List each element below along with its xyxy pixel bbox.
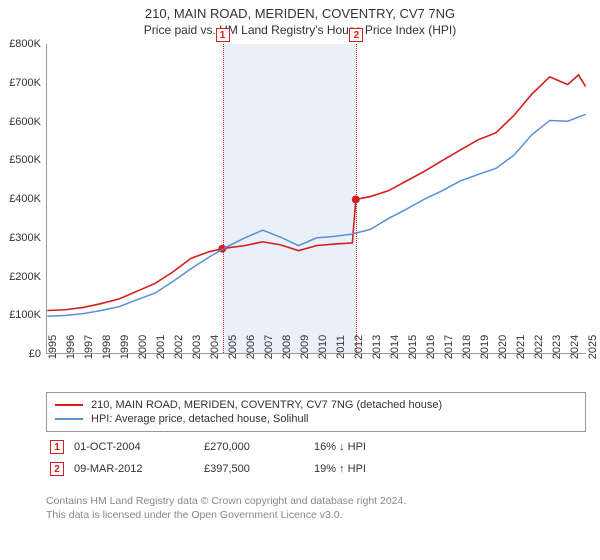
x-tick-label: 2025	[587, 335, 599, 359]
x-tick-label: 2020	[497, 335, 509, 359]
plot-area: 12£0£100K£200K£300K£400K£500K£600K£700K£…	[46, 44, 586, 354]
x-tick-label: 2002	[173, 335, 185, 359]
legend-item: 210, MAIN ROAD, MERIDEN, COVENTRY, CV7 7…	[55, 398, 577, 412]
footer-line: This data is licensed under the Open Gov…	[46, 508, 586, 522]
x-tick-label: 2007	[263, 335, 275, 359]
x-tick-label: 2005	[227, 335, 239, 359]
v-marker-label: 1	[216, 28, 230, 42]
series-line-hpi	[47, 114, 585, 316]
x-tick-label: 2016	[425, 335, 437, 359]
sale-date: 09-MAR-2012	[74, 463, 204, 475]
x-tick-label: 2021	[515, 335, 527, 359]
sale-pct: 19% ↑ HPI	[314, 463, 454, 475]
sale-date: 01-OCT-2004	[74, 441, 204, 453]
y-tick-label: £200K	[1, 271, 41, 283]
footer-line: Contains HM Land Registry data © Crown c…	[46, 494, 586, 508]
legend-swatch	[55, 404, 83, 406]
x-tick-label: 2004	[209, 335, 221, 359]
x-tick-label: 2008	[281, 335, 293, 359]
legend-swatch	[55, 418, 83, 420]
sales-table: 1 01-OCT-2004 £270,000 16% ↓ HPI 2 09-MA…	[46, 436, 586, 480]
legend-item: HPI: Average price, detached house, Soli…	[55, 412, 577, 426]
v-marker-line	[356, 44, 357, 353]
x-tick-label: 2011	[335, 335, 347, 359]
x-tick-label: 2000	[137, 335, 149, 359]
y-tick-label: £800K	[1, 38, 41, 50]
x-tick-label: 1998	[101, 335, 113, 359]
y-tick-label: £100K	[1, 309, 41, 321]
x-tick-label: 2015	[407, 335, 419, 359]
y-tick-label: £400K	[1, 193, 41, 205]
v-marker-label: 2	[349, 28, 363, 42]
chart: 12£0£100K£200K£300K£400K£500K£600K£700K£…	[46, 44, 586, 384]
y-tick-label: £500K	[1, 154, 41, 166]
x-tick-label: 2013	[371, 335, 383, 359]
series-line-price_paid	[47, 75, 585, 311]
footer: Contains HM Land Registry data © Crown c…	[46, 494, 586, 522]
y-tick-label: £300K	[1, 232, 41, 244]
x-tick-label: 1995	[47, 335, 59, 359]
page-subtitle: Price paid vs. HM Land Registry's House …	[0, 23, 600, 37]
x-tick-label: 2009	[299, 335, 311, 359]
x-tick-label: 2012	[353, 335, 365, 359]
y-tick-label: £0	[1, 348, 41, 360]
y-tick-label: £700K	[1, 77, 41, 89]
x-tick-label: 1999	[119, 335, 131, 359]
legend-label: 210, MAIN ROAD, MERIDEN, COVENTRY, CV7 7…	[91, 399, 442, 411]
x-tick-label: 2001	[155, 335, 167, 359]
x-tick-label: 1997	[83, 335, 95, 359]
sale-marker: 2	[50, 462, 64, 476]
x-tick-label: 2010	[317, 335, 329, 359]
sale-row: 2 09-MAR-2012 £397,500 19% ↑ HPI	[46, 458, 586, 480]
sale-price: £270,000	[204, 441, 314, 453]
x-tick-label: 2017	[443, 335, 455, 359]
x-tick-label: 2022	[533, 335, 545, 359]
v-marker-line	[223, 44, 224, 353]
sale-marker: 1	[50, 440, 64, 454]
page-title: 210, MAIN ROAD, MERIDEN, COVENTRY, CV7 7…	[0, 6, 600, 21]
x-tick-label: 2019	[479, 335, 491, 359]
chart-svg	[47, 44, 586, 353]
y-tick-label: £600K	[1, 116, 41, 128]
sale-pct: 16% ↓ HPI	[314, 441, 454, 453]
x-tick-label: 2006	[245, 335, 257, 359]
x-tick-label: 1996	[65, 335, 77, 359]
x-tick-label: 2003	[191, 335, 203, 359]
title-block: 210, MAIN ROAD, MERIDEN, COVENTRY, CV7 7…	[0, 0, 600, 39]
x-tick-label: 2018	[461, 335, 473, 359]
x-tick-label: 2023	[551, 335, 563, 359]
sale-row: 1 01-OCT-2004 £270,000 16% ↓ HPI	[46, 436, 586, 458]
x-tick-label: 2024	[569, 335, 581, 359]
legend: 210, MAIN ROAD, MERIDEN, COVENTRY, CV7 7…	[46, 392, 586, 432]
x-tick-label: 2014	[389, 335, 401, 359]
sale-price: £397,500	[204, 463, 314, 475]
legend-label: HPI: Average price, detached house, Soli…	[91, 413, 309, 425]
